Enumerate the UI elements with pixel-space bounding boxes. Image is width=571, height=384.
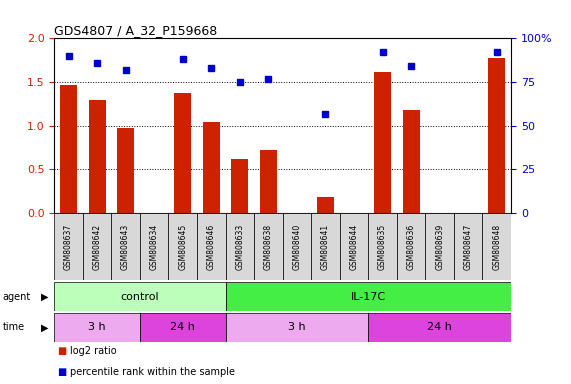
FancyBboxPatch shape [368, 213, 397, 280]
FancyBboxPatch shape [226, 213, 254, 280]
FancyBboxPatch shape [397, 213, 425, 280]
Bar [117, 127, 134, 213]
FancyBboxPatch shape [425, 213, 454, 280]
Text: GSM808648: GSM808648 [492, 223, 501, 270]
FancyBboxPatch shape [454, 213, 482, 280]
Text: GSM808636: GSM808636 [407, 223, 416, 270]
Text: GSM808643: GSM808643 [121, 223, 130, 270]
Text: GSM808633: GSM808633 [235, 223, 244, 270]
Text: GSM808640: GSM808640 [292, 223, 301, 270]
Text: 3 h: 3 h [89, 322, 106, 333]
FancyBboxPatch shape [340, 213, 368, 280]
Text: 24 h: 24 h [170, 322, 195, 333]
Text: 24 h: 24 h [427, 322, 452, 333]
Text: GSM808647: GSM808647 [464, 223, 473, 270]
Bar [374, 71, 391, 213]
Text: GSM808644: GSM808644 [349, 223, 359, 270]
Text: ▶: ▶ [41, 291, 49, 302]
FancyBboxPatch shape [368, 313, 511, 342]
FancyBboxPatch shape [140, 313, 226, 342]
Bar [174, 93, 191, 213]
Text: ■: ■ [57, 346, 66, 356]
Text: percentile rank within the sample: percentile rank within the sample [70, 367, 235, 377]
Text: agent: agent [3, 291, 31, 302]
FancyBboxPatch shape [482, 213, 511, 280]
FancyBboxPatch shape [168, 213, 197, 280]
FancyBboxPatch shape [283, 213, 311, 280]
Bar [60, 85, 77, 213]
Bar [89, 101, 106, 213]
FancyBboxPatch shape [254, 213, 283, 280]
FancyBboxPatch shape [54, 213, 83, 280]
FancyBboxPatch shape [197, 213, 226, 280]
FancyBboxPatch shape [54, 313, 140, 342]
Text: GSM808639: GSM808639 [435, 223, 444, 270]
Text: 3 h: 3 h [288, 322, 305, 333]
FancyBboxPatch shape [111, 213, 140, 280]
Text: log2 ratio: log2 ratio [70, 346, 117, 356]
FancyBboxPatch shape [311, 213, 340, 280]
Text: GSM808646: GSM808646 [207, 223, 216, 270]
Text: ▶: ▶ [41, 322, 49, 333]
Bar [203, 122, 220, 213]
FancyBboxPatch shape [226, 282, 511, 311]
Text: GSM808638: GSM808638 [264, 223, 273, 270]
Text: GSM808641: GSM808641 [321, 223, 330, 270]
Text: control: control [120, 291, 159, 302]
Bar [317, 197, 334, 213]
Text: GSM808642: GSM808642 [93, 223, 102, 270]
Bar [260, 150, 277, 213]
Text: ■: ■ [57, 367, 66, 377]
FancyBboxPatch shape [140, 213, 168, 280]
Text: GSM808645: GSM808645 [178, 223, 187, 270]
FancyBboxPatch shape [54, 282, 226, 311]
Bar [231, 159, 248, 213]
Bar [488, 58, 505, 213]
Text: GSM808637: GSM808637 [64, 223, 73, 270]
Text: GSM808635: GSM808635 [378, 223, 387, 270]
Text: time: time [3, 322, 25, 333]
FancyBboxPatch shape [83, 213, 111, 280]
FancyBboxPatch shape [226, 313, 368, 342]
Text: GSM808634: GSM808634 [150, 223, 159, 270]
Text: GDS4807 / A_32_P159668: GDS4807 / A_32_P159668 [54, 24, 218, 37]
Bar [403, 110, 420, 213]
Text: IL-17C: IL-17C [351, 291, 386, 302]
